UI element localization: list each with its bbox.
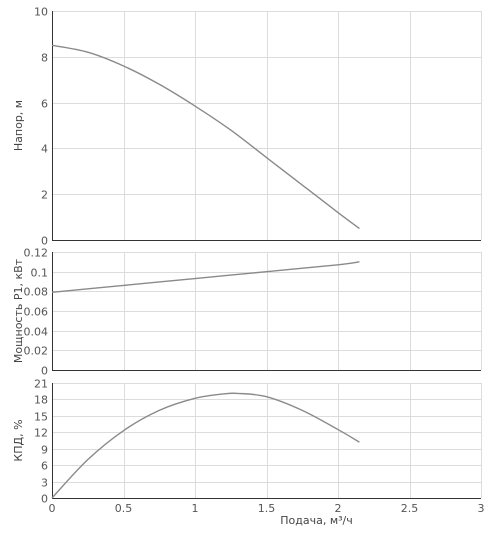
y-tick-label: 6 — [41, 98, 48, 111]
y-tick-label: 18 — [34, 394, 48, 407]
x-tick-label: 0 — [49, 502, 56, 515]
y-axis-label: КПД, % — [12, 419, 25, 461]
y-tick-label: 6 — [41, 460, 48, 473]
x-tick-label: 2 — [335, 502, 342, 515]
y-tick-label: 10 — [34, 6, 48, 19]
y-tick-label: 15 — [34, 411, 48, 424]
x-tick-label: 1.5 — [258, 502, 276, 515]
series-line-2-0 — [51, 392, 360, 499]
y-tick-label: 0.02 — [24, 345, 49, 358]
y-tick-label: 0.12 — [24, 247, 49, 260]
y-tick-label: 9 — [41, 444, 48, 457]
x-tick-label: 0.5 — [115, 502, 133, 515]
x-tick-label: 2.5 — [401, 502, 419, 515]
x-tick-label: 1 — [192, 502, 199, 515]
y-tick-label: 2 — [41, 189, 48, 202]
y-tick-label: 3 — [41, 477, 48, 490]
y-tick-label: 21 — [34, 378, 48, 391]
y-axis-label: Мощность P1, кВт — [12, 258, 25, 363]
y-tick-label: 0.08 — [24, 286, 49, 299]
x-axis-label: Подача, м³/ч — [280, 514, 353, 527]
y-tick-label: 0.06 — [24, 306, 49, 319]
y-tick-label: 0.04 — [24, 326, 49, 339]
y-tick-label: 0 — [41, 365, 48, 378]
series-line-0-0 — [51, 44, 360, 230]
series-line-1-0 — [51, 261, 360, 294]
y-tick-label: 0.1 — [31, 267, 49, 280]
y-tick-label: 4 — [41, 143, 48, 156]
y-axis-label: Напор, м — [12, 100, 25, 151]
y-tick-label: 8 — [41, 52, 48, 65]
y-tick-label: 0 — [41, 493, 48, 506]
y-tick-label: 0 — [41, 235, 48, 248]
x-tick-label: 3 — [478, 502, 485, 515]
y-tick-label: 12 — [34, 427, 48, 440]
